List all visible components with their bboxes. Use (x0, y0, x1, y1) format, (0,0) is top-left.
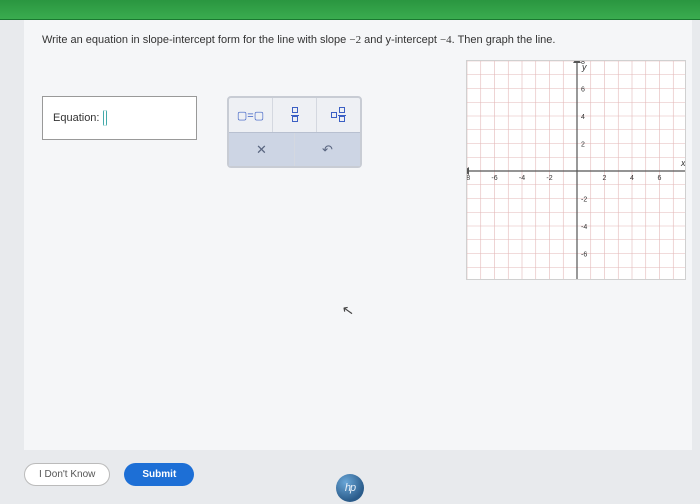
prompt-pre: Write an equation in slope-intercept for… (42, 34, 349, 46)
svg-text:y: y (581, 62, 587, 72)
dont-know-button[interactable]: I Don't Know (24, 463, 110, 486)
undo-icon: ↶ (322, 142, 333, 158)
mixed-fraction-icon (331, 107, 346, 124)
tool-equation[interactable]: ▢=▢ (229, 98, 273, 132)
svg-text:-4: -4 (519, 175, 525, 182)
tool-mixed-fraction[interactable] (317, 98, 360, 132)
eq-icon: ▢=▢ (237, 109, 264, 122)
svg-text:x: x (680, 158, 686, 168)
top-banner (0, 0, 700, 20)
equation-input[interactable]: Equation: (42, 96, 197, 140)
svg-text:4: 4 (581, 114, 585, 121)
footer-bar: I Don't Know Submit (24, 463, 194, 486)
equation-label: Equation: (53, 112, 99, 124)
svg-text:-8: -8 (581, 279, 587, 280)
svg-text:2: 2 (581, 142, 585, 149)
svg-text:-6: -6 (491, 175, 497, 182)
tool-clear[interactable]: ✕ (229, 133, 295, 166)
text-cursor (103, 110, 107, 126)
fraction-icon (291, 107, 299, 124)
prompt-intercept: −4 (440, 34, 452, 46)
hp-logo-text: hp (345, 482, 355, 494)
hp-logo: hp (336, 474, 364, 502)
svg-text:4: 4 (630, 175, 634, 182)
tool-undo[interactable]: ↶ (295, 133, 360, 166)
content-area: Write an equation in slope-intercept for… (24, 20, 692, 450)
svg-text:-8: -8 (466, 175, 470, 182)
graph-panel: -8-8-6-6-4-4-2-222446688xy (466, 60, 686, 285)
prompt-mid: and y-intercept (361, 34, 440, 46)
submit-button[interactable]: Submit (124, 463, 194, 486)
prompt-slope: −2 (349, 34, 361, 46)
tool-fraction[interactable] (273, 98, 317, 132)
coordinate-grid[interactable]: -8-8-6-6-4-4-2-222446688xy (466, 60, 686, 280)
svg-text:2: 2 (603, 175, 607, 182)
svg-text:6: 6 (658, 175, 662, 182)
mouse-cursor-icon: ↖ (341, 301, 356, 320)
clear-icon: ✕ (256, 142, 267, 158)
svg-text:-4: -4 (581, 224, 587, 231)
prompt-post: . Then graph the line. (452, 34, 556, 46)
svg-text:8: 8 (685, 175, 686, 182)
svg-text:-2: -2 (581, 197, 587, 204)
svg-text:6: 6 (581, 87, 585, 94)
problem-prompt: Write an equation in slope-intercept for… (42, 34, 674, 46)
svg-text:-2: -2 (546, 175, 552, 182)
equation-toolbox: ▢=▢ ✕ ↶ (227, 96, 362, 168)
svg-text:-6: -6 (581, 252, 587, 259)
